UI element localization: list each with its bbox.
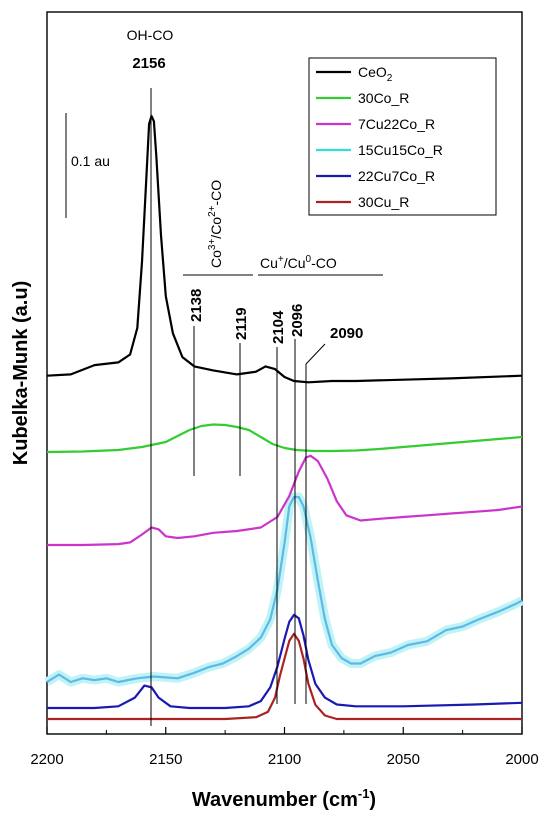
cu-label-part3: -CO (311, 255, 337, 271)
x-axis-label-end: ) (369, 789, 376, 811)
legend: CeO2 30Co_R 7Cu22Co_R 15Cu15Co_R 22Cu7Co_R 30… (308, 57, 497, 216)
co-label-sup2: 2+ (207, 205, 218, 217)
x-tick-label-1: 2150 (149, 751, 182, 768)
x-axis-label: Wavenumber (cm-1) (192, 786, 376, 811)
series-group (44, 114, 525, 721)
peak-label-2096: 2096 (289, 304, 306, 337)
legend-label-0: CeO2 (358, 64, 393, 84)
co-label-sup1: 3+ (207, 239, 218, 251)
x-tick-label-0: 2200 (30, 751, 63, 768)
legend-label-4: 22Cu7Co_R (358, 168, 435, 184)
legend-label-main-5: 30Cu_R (358, 194, 409, 210)
co-label-part3: -CO (208, 180, 224, 206)
y-axis-label: Kubelka-Munk (a.u) (10, 281, 32, 465)
cu-label-part2: /Cu (284, 255, 306, 271)
marker-leader-2090 (305, 343, 326, 365)
x-tick-label-3: 2050 (387, 751, 420, 768)
co-label-part1: Co (208, 250, 224, 268)
legend-label-2: 7Cu22Co_R (358, 116, 435, 132)
legend-label-main-2: 7Cu22Co_R (358, 116, 435, 132)
co-group-label: Co3+/Co2+-CO (207, 180, 224, 268)
peak-label-2119: 2119 (233, 307, 250, 340)
peak-label-2090: 2090 (330, 325, 363, 342)
legend-label-main-1: 30Co_R (358, 90, 409, 106)
co-label-part2: /Co (208, 217, 224, 239)
oh-co-title: OH-CO (127, 27, 174, 43)
cu-label-sup1: + (278, 254, 284, 265)
x-axis-label-main: Wavenumber (cm (192, 789, 358, 811)
cu-label-part1: Cu (260, 255, 278, 271)
series-line-2 (47, 454, 523, 547)
peak-label-2138: 2138 (188, 289, 205, 322)
legend-label-main-3: 15Cu15Co_R (358, 142, 443, 158)
series-line-1 (46, 423, 523, 454)
marker-lines (65, 88, 383, 726)
x-axis: 2200 2150 2100 2050 2000 (30, 727, 539, 768)
x-tick-label-4: 2000 (505, 751, 538, 768)
x-tick-label-2: 2100 (268, 751, 301, 768)
legend-label-sub-0: 2 (387, 73, 393, 84)
series-line-5 (47, 632, 522, 721)
cu-label-sup2: 0 (306, 254, 312, 265)
legend-label-5: 30Cu_R (358, 194, 409, 210)
series-line-3 (46, 495, 523, 684)
legend-label-main-0: CeO (358, 64, 387, 80)
legend-label-1: 30Co_R (358, 90, 409, 106)
series-halo-3 (44, 492, 525, 687)
legend-label-3: 15Cu15Co_R (358, 142, 443, 158)
legend-label-main-4: 22Cu7Co_R (358, 168, 435, 184)
peak-label-2156: 2156 (132, 55, 165, 72)
series-line-0 (46, 114, 523, 384)
cu-group-label: Cu+/Cu0-CO (260, 254, 337, 271)
legend-box (308, 57, 497, 216)
peak-label-2104: 2104 (270, 310, 287, 344)
x-axis-label-sup: -1 (358, 786, 370, 801)
scale-bar-label: 0.1 au (71, 153, 110, 169)
